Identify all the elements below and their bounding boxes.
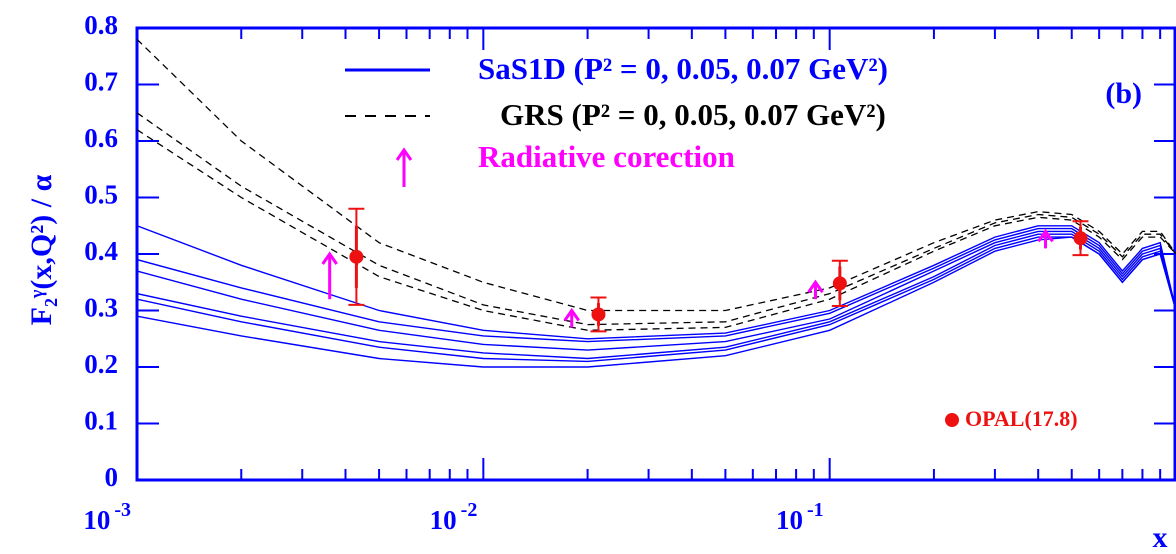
legend-label: SaS1D (P² = 0, 0.05, 0.07 GeV²) (478, 51, 888, 86)
y-axis-label: F₂ᵞ(x,Q²) / α (25, 174, 58, 325)
arrow-head (321, 251, 338, 265)
arrow (395, 147, 413, 187)
y-tick-label: 0.5 (84, 180, 118, 210)
data-point (1073, 231, 1088, 246)
legend-marker (945, 413, 959, 427)
plot-area (137, 38, 1176, 368)
arrow (807, 279, 824, 300)
curve (137, 230, 1176, 351)
curve (137, 233, 1176, 360)
curve (137, 129, 1176, 331)
data-point (832, 276, 847, 291)
curve (137, 236, 1176, 363)
x-tick-exponent: -2 (461, 499, 478, 521)
y-tick-label: 0.3 (84, 293, 118, 323)
arrow-head (1037, 228, 1054, 243)
y-tick-label: 0.6 (84, 123, 118, 153)
arrow (321, 251, 338, 300)
x-tick-label: 10 -1 (776, 499, 824, 536)
y-tick-label: 0.4 (84, 236, 118, 266)
y-tick-label: 0.1 (84, 406, 118, 436)
curve (137, 236, 1176, 368)
x-tick-label: 10 -2 (430, 499, 478, 536)
legend-label: GRS (P² = 0, 0.05, 0.07 GeV²) (500, 97, 886, 132)
legend-label: Radiative corection (478, 139, 735, 174)
x-tick-base: 10 (776, 505, 803, 535)
legend-label: OPAL(17.8) (965, 406, 1078, 431)
y-tick-label: 0.7 (84, 67, 118, 97)
data-point (591, 307, 606, 322)
curve (137, 225, 1176, 340)
arrow (1037, 228, 1054, 249)
y-tick-label: 0.2 (84, 349, 118, 379)
y-tick-label: 0 (105, 462, 119, 492)
annotation: (b) (1105, 77, 1142, 110)
arrow-head (563, 307, 580, 322)
curve (137, 227, 1176, 343)
x-tick-exponent: -3 (114, 499, 131, 521)
x-tick-base: 10 (430, 505, 457, 535)
x-axis-label: x (1153, 521, 1168, 554)
curve (137, 112, 1176, 326)
data-point (349, 249, 364, 264)
arrow (563, 307, 580, 328)
arrow-head (807, 279, 824, 294)
y-tick-label: 0.8 (84, 10, 118, 40)
x-tick-base: 10 (83, 505, 110, 535)
arrow-head (395, 147, 413, 161)
x-tick-label: 10 -3 (83, 499, 131, 536)
x-tick-exponent: -1 (807, 499, 824, 521)
curve (137, 38, 1176, 312)
